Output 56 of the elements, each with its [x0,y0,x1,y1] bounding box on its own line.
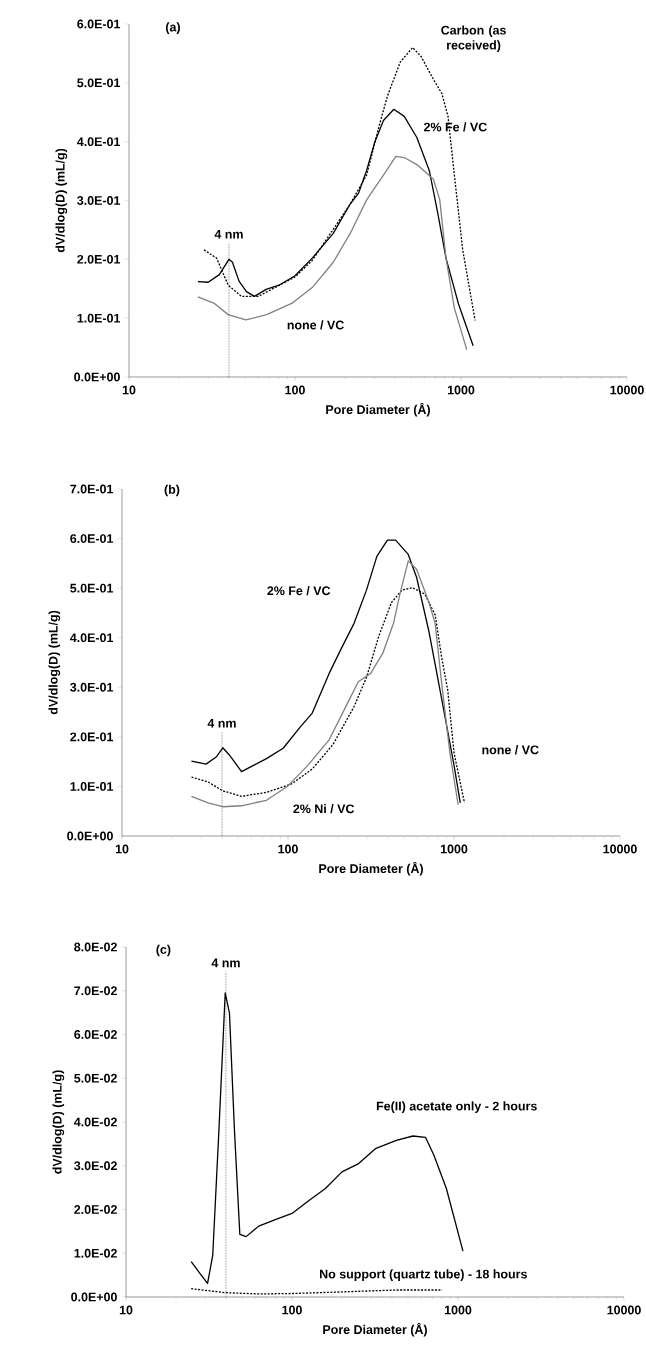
y-tick-label: 4.0E-01 [76,137,121,147]
y-tick-label: 0.0E+00 [67,831,113,841]
x-tick-label: 10000 [610,385,644,395]
y-tick-label: 5.0E-01 [70,583,114,593]
x-tick-label: 100 [285,385,305,395]
series-label: 2% Fe / VC [423,122,487,132]
y-tick-label: 2.0E-01 [70,732,114,742]
y-tick-label: 7.0E-01 [70,484,114,494]
x-axis-title: Pore Diameter (Å) [323,1322,427,1337]
x-tick-label: 1000 [444,1305,472,1315]
series-label: Carbon (as received) [441,25,506,52]
x-tick-label: 10 [115,844,129,854]
chart-title: (c) [156,944,171,957]
y-tick-label: 0.0E+00 [71,1292,117,1302]
y-tick-label: 4.0E-02 [73,1117,117,1127]
x-axis-title: Pore Diameter (Å) [319,861,423,876]
y-tick-label: 6.0E-01 [77,19,121,29]
text: 2% Fe / VC [267,585,331,596]
x-tick-label: 1000 [447,385,475,395]
x-tick-label: 10 [122,385,136,395]
y-tick-label: 5.0E-02 [74,1073,117,1083]
y-tick-label: 1.0E-01 [70,782,114,791]
y-tick-label: 3.0E-01 [70,682,114,692]
y-tick-label: 5.0E-01 [77,78,121,88]
series-label: No support (quartz tube) - 18 hours [320,1269,527,1281]
y-axis-title: dV/dlog(D) (mL/g) [55,148,68,253]
chart-title: (a) [165,22,180,34]
y-tick-label: 3.0E-01 [77,196,121,205]
x-tick-label: 1000 [440,844,468,854]
ref-line-label: 4 nm [207,718,236,728]
chart-title: (b) [164,484,180,497]
y-tick-label: 4.0E-01 [69,633,114,643]
x-tick-label: 10 [119,1305,133,1315]
series-label: none / VC [287,320,344,330]
ref-line-label: 4 nm [214,229,243,239]
y-axis-title: dV/dlog(D) (mL/g) [48,610,61,715]
text: Fe(II) acetate only - 2 hours [376,1101,537,1113]
y-tick-label: 6.0E-01 [70,534,114,543]
y-tick-label: 7.0E-02 [74,986,117,996]
x-tick-label: 100 [282,1305,302,1315]
y-tick-label: 1.0E-02 [74,1248,117,1258]
y-tick-label: 8.0E-02 [74,942,117,952]
x-axis-title: Pore Diameter (Å) [326,402,430,417]
y-tick-label: 6.0E-02 [74,1030,117,1039]
y-tick-label: 0.0E+00 [74,372,120,382]
y-tick-label: 2.0E-02 [74,1205,117,1214]
text: none / VC [482,745,539,755]
y-axis-title: dV/dlog(D) (mL/g) [52,1070,65,1174]
y-tick-label: 2.0E-01 [77,254,121,264]
x-tick-label: 10000 [603,844,637,854]
y-tick-label: 1.0E-01 [77,313,121,323]
x-tick-label: 10000 [607,1305,641,1315]
y-tick-label: 3.0E-02 [74,1161,117,1171]
series-label: 2% Ni / VC [293,804,355,814]
ref-line-label: 4 nm [211,958,240,968]
x-tick-label: 100 [278,844,298,854]
